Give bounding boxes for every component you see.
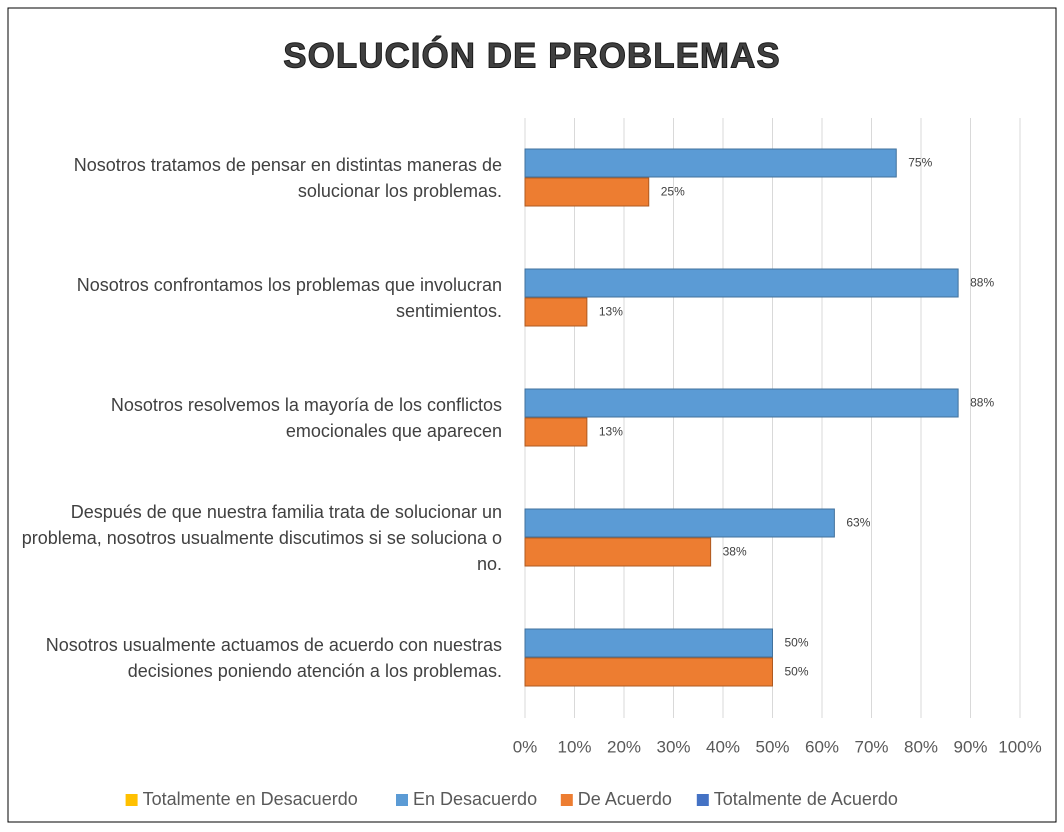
data-label: 50% — [785, 665, 809, 679]
data-label: 75% — [908, 156, 932, 170]
bar — [524, 388, 959, 418]
legend-swatch — [696, 794, 709, 806]
y-tick-label: Después de que nuestra familia trata de … — [21, 502, 502, 574]
x-tick-label: 0% — [513, 737, 538, 756]
bar — [524, 177, 650, 207]
legend-swatch — [125, 794, 138, 806]
legend-label: Totalmente de Acuerdo — [714, 789, 898, 809]
data-label: 13% — [599, 305, 623, 319]
x-tick-label: 40% — [706, 737, 740, 756]
y-tick-label: Nosotros resolvemos la mayoría de los co… — [110, 395, 502, 441]
data-label: 50% — [785, 636, 809, 650]
x-tick-label: 10% — [557, 737, 591, 756]
y-tick-label: Nosotros tratamos de pensar en distintas… — [73, 155, 502, 201]
bar — [524, 508, 835, 538]
bar — [524, 657, 773, 687]
data-label: 88% — [970, 276, 994, 290]
data-label: 38% — [723, 545, 747, 559]
x-tick-label: 80% — [904, 737, 938, 756]
y-tick-label: Nosotros confrontamos los problemas que … — [76, 275, 502, 321]
x-tick-label: 30% — [656, 737, 690, 756]
legend-swatch — [396, 794, 408, 806]
bar — [524, 417, 588, 447]
legend-swatch — [560, 794, 573, 806]
legend-label: En Desacuerdo — [413, 789, 537, 809]
x-tick-label: 100% — [998, 737, 1041, 756]
bar — [524, 537, 712, 567]
bar — [524, 628, 773, 658]
bar — [524, 148, 897, 178]
x-tick-label: 70% — [854, 737, 888, 756]
x-tick-label: 60% — [805, 737, 839, 756]
bar — [524, 297, 588, 327]
legend-label: Totalmente en Desacuerdo — [143, 789, 358, 809]
y-tick-label: Nosotros usualmente actuamos de acuerdo … — [45, 635, 502, 681]
x-tick-label: 50% — [755, 737, 789, 756]
data-label: 25% — [661, 185, 685, 199]
x-tick-label: 90% — [953, 737, 987, 756]
x-tick-label: 20% — [607, 737, 641, 756]
legend-label: De Acuerdo — [578, 789, 672, 809]
data-label: 88% — [970, 396, 994, 410]
chart-title: SOLUCIÓN DE PROBLEMAS — [283, 35, 780, 75]
bar — [524, 268, 959, 298]
data-label: 63% — [846, 516, 870, 530]
data-label: 13% — [599, 425, 623, 439]
